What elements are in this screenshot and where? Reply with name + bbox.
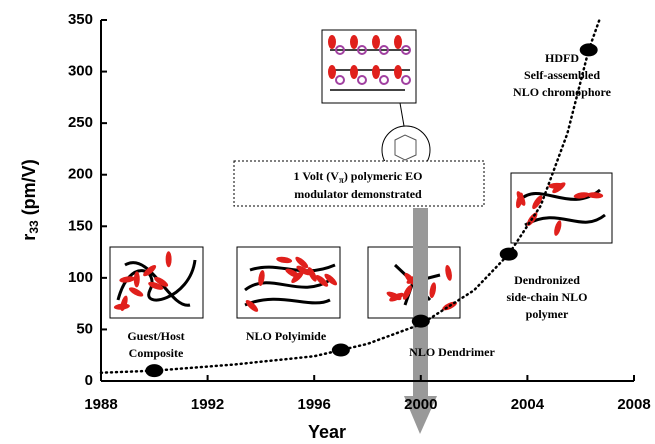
data-point — [500, 248, 518, 261]
y-tick-label: 250 — [68, 114, 93, 131]
y-tick-label: 100 — [68, 269, 93, 286]
annotation: Self-assembled — [524, 68, 600, 82]
x-tick-label: 2008 — [617, 396, 650, 413]
y-tick-label: 350 — [68, 11, 93, 28]
y-axis-title-part: r — [19, 234, 39, 241]
annotation: NLO chromophore — [513, 85, 612, 99]
chromophore — [394, 65, 402, 79]
x-tick-label: 1996 — [298, 396, 331, 413]
chromophore — [372, 65, 380, 79]
chromophore — [394, 35, 402, 49]
y-axis-title-part: (pm/V) — [19, 159, 39, 220]
annotation: Dendronized — [514, 273, 580, 287]
chromophore — [328, 65, 336, 79]
x-tick-label: 2000 — [404, 396, 437, 413]
data-point — [332, 344, 350, 357]
arrow-shaft — [413, 208, 428, 398]
chart: Year r33 (pm/V) 1 Volt (Vπ) polymeric EO… — [0, 0, 655, 444]
y-axis-title-sub: 33 — [27, 220, 41, 234]
x-tick-label: 2004 — [511, 396, 545, 413]
y-tick-label: 50 — [76, 320, 93, 337]
annotation: HDFD — [545, 51, 579, 65]
callout-line: 1 Volt (Vπ) polymeric EO — [294, 169, 423, 185]
data-point — [580, 43, 598, 56]
annotation: side-chain NLO — [506, 290, 587, 304]
callout-part: ) polymeric EO — [344, 169, 423, 183]
y-tick-label: 0 — [85, 372, 93, 389]
y-axis-title: r33 (pm/V) — [19, 159, 41, 240]
annotation: polymer — [526, 307, 569, 321]
chromophore — [350, 35, 358, 49]
annotation: NLO Dendrimer — [409, 345, 495, 359]
y-tick-label: 150 — [68, 217, 93, 234]
y-tick-label: 200 — [68, 166, 93, 183]
y-tick-label: 300 — [68, 63, 93, 80]
callout-part: 1 Volt (V — [294, 169, 340, 183]
annotation: Composite — [129, 346, 184, 360]
x-axis-title: Year — [308, 422, 346, 442]
annotation: NLO Polyimide — [246, 329, 327, 343]
callout-line: modulator demonstrated — [294, 187, 422, 201]
data-point — [145, 364, 163, 377]
chromophore — [350, 65, 358, 79]
chromophore — [372, 35, 380, 49]
annotation: Guest/Host — [127, 329, 184, 343]
x-tick-label: 1988 — [84, 396, 117, 413]
connector — [400, 103, 404, 126]
chromophore — [328, 35, 336, 49]
data-point — [412, 315, 430, 328]
x-tick-label: 1992 — [191, 396, 224, 413]
